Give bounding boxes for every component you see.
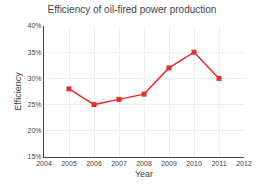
svg-text:2006: 2006: [86, 160, 102, 167]
svg-text:2011: 2011: [211, 160, 226, 167]
svg-text:2010: 2010: [186, 160, 202, 167]
svg-text:40%: 40%: [28, 22, 42, 29]
svg-text:25%: 25%: [28, 101, 42, 108]
svg-text:2012: 2012: [236, 160, 252, 167]
svg-text:Year: Year: [135, 169, 153, 179]
svg-text:Efficiency of oil-fired power: Efficiency of oil-fired power production: [48, 4, 217, 15]
svg-text:2008: 2008: [136, 160, 152, 167]
svg-text:30%: 30%: [28, 75, 42, 82]
svg-text:Efficiency: Efficiency: [13, 72, 23, 111]
svg-text:2004: 2004: [36, 160, 52, 167]
svg-text:2009: 2009: [161, 160, 177, 167]
svg-text:2007: 2007: [111, 160, 127, 167]
svg-text:35%: 35%: [28, 49, 42, 56]
svg-text:2005: 2005: [61, 160, 77, 167]
svg-text:15%: 15%: [28, 153, 42, 160]
svg-text:20%: 20%: [28, 127, 42, 134]
